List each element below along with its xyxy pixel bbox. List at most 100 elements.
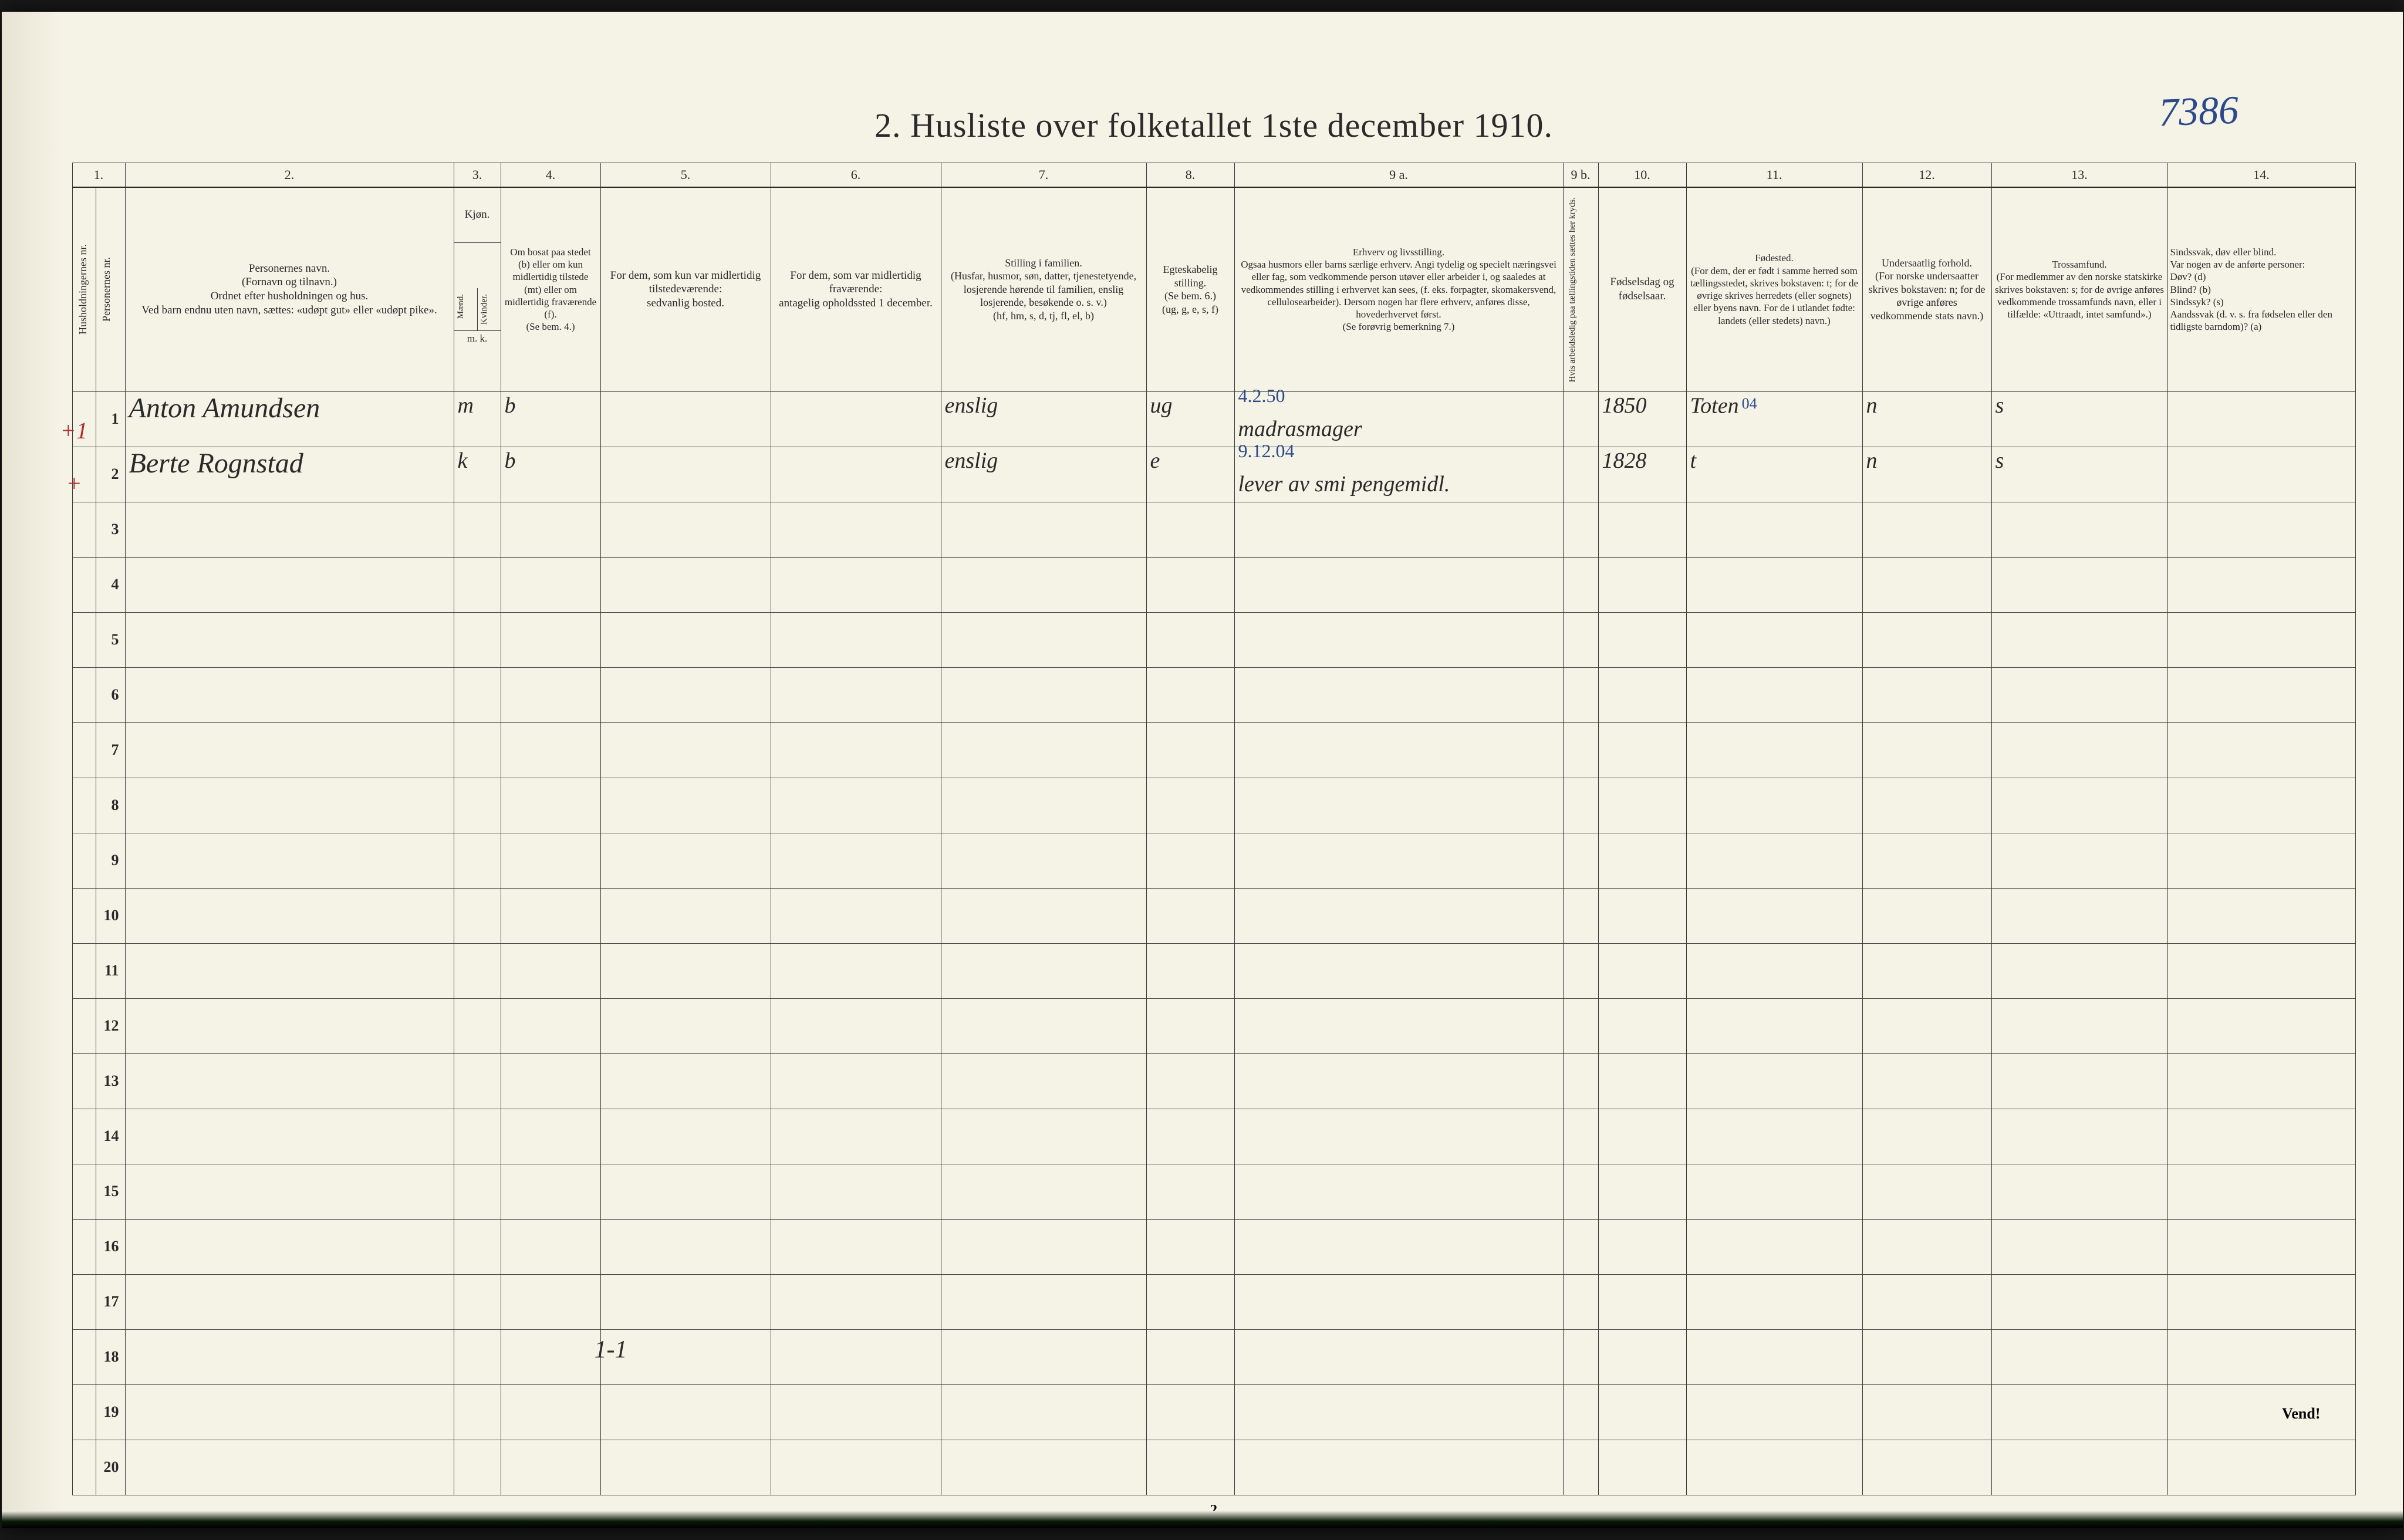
hdr-unemployed: Hvis arbeidsledig paa tællingstiden sætt… — [1566, 191, 1579, 388]
table-row: 1Anton Amundsenmbensligug4.2.50madrasmag… — [72, 391, 2355, 447]
hdr-mk: m. k. — [454, 330, 501, 346]
table-cell: 19 — [96, 1384, 125, 1440]
table-cell — [125, 1440, 454, 1495]
table-cell — [600, 888, 771, 943]
table-cell — [1991, 943, 2167, 998]
table-cell — [1862, 1109, 1991, 1164]
table-cell — [1563, 722, 1598, 778]
table-cell: 7 — [96, 722, 125, 778]
table-row: 11 — [72, 943, 2355, 998]
table-cell — [1686, 612, 1862, 667]
table-cell — [600, 943, 771, 998]
table-cell — [125, 778, 454, 833]
table-cell: 3 — [96, 502, 125, 557]
table-cell — [1686, 557, 1862, 612]
table-cell — [72, 612, 96, 667]
table-cell — [941, 502, 1146, 557]
table-cell: enslig — [941, 391, 1146, 447]
colnum-13: 13. — [1991, 163, 2167, 187]
table-cell — [1146, 1384, 1234, 1440]
table-cell: 1 — [96, 391, 125, 447]
table-cell — [125, 1274, 454, 1329]
table-cell — [1862, 943, 1991, 998]
table-cell — [454, 778, 501, 833]
colnum-5: 5. — [600, 163, 771, 187]
table-cell — [2167, 1274, 2355, 1329]
table-cell — [1146, 1109, 1234, 1164]
header-row: Husholdningernes nr. Personernes nr. Per… — [72, 187, 2355, 243]
table-cell — [941, 888, 1146, 943]
hdr-birthplace: Fødested. (For dem, der er født i samme … — [1686, 187, 1862, 392]
table-cell — [1862, 833, 1991, 888]
table-cell: 1850 — [1598, 391, 1686, 447]
table-cell — [1598, 722, 1686, 778]
table-cell: 5 — [96, 612, 125, 667]
table-cell — [1598, 833, 1686, 888]
table-cell — [501, 502, 600, 557]
table-cell — [1862, 888, 1991, 943]
table-cell: 8 — [96, 778, 125, 833]
table-cell: 6 — [96, 667, 125, 722]
table-cell — [1234, 667, 1563, 722]
table-cell — [1686, 1274, 1862, 1329]
table-cell: b — [501, 447, 600, 502]
table-cell — [600, 447, 771, 502]
table-cell — [771, 1109, 941, 1164]
table-cell — [1686, 778, 1862, 833]
vend-text: Vend! — [2282, 1405, 2321, 1423]
colnum-6: 6. — [771, 163, 941, 187]
table-cell — [771, 557, 941, 612]
table-cell — [771, 1384, 941, 1440]
table-cell — [1862, 667, 1991, 722]
table-cell: b — [501, 391, 600, 447]
table-cell — [125, 1384, 454, 1440]
table-cell — [1991, 557, 2167, 612]
table-cell — [2167, 1164, 2355, 1219]
hdr-nationality: Undersaatlig forhold. (For norske unders… — [1862, 187, 1991, 392]
table-cell — [600, 391, 771, 447]
table-cell — [1146, 1053, 1234, 1109]
table-row: 16 — [72, 1219, 2355, 1274]
table-cell — [454, 1109, 501, 1164]
table-row: 15 — [72, 1164, 2355, 1219]
table-row: 12 — [72, 998, 2355, 1053]
table-cell — [72, 1053, 96, 1109]
document-page: 7 3 8 6 2. Husliste over folketallet 1ste d… — [2, 12, 2403, 1528]
table-cell — [2167, 1440, 2355, 1495]
table-cell — [125, 612, 454, 667]
table-cell: 13 — [96, 1053, 125, 1109]
table-cell — [72, 667, 96, 722]
page-title: 2. Husliste over folketallet 1ste decemb… — [72, 106, 2356, 145]
table-cell — [1686, 1219, 1862, 1274]
table-cell — [600, 833, 771, 888]
table-cell — [1991, 1440, 2167, 1495]
table-cell — [1991, 833, 2167, 888]
table-cell — [501, 1274, 600, 1329]
table-cell — [941, 943, 1146, 998]
table-cell — [1563, 833, 1598, 888]
table-cell — [600, 998, 771, 1053]
table-cell — [2167, 667, 2355, 722]
table-cell: e — [1146, 447, 1234, 502]
table-cell — [1991, 1274, 2167, 1329]
hdr-birth-date: Fødselsdag og fødselsaar. — [1598, 187, 1686, 392]
table-cell — [1234, 833, 1563, 888]
table-cell — [1234, 1053, 1563, 1109]
table-cell — [1686, 1053, 1862, 1109]
table-cell — [2167, 833, 2355, 888]
table-cell — [1686, 833, 1862, 888]
table-cell — [501, 557, 600, 612]
table-cell — [454, 502, 501, 557]
table-cell — [1234, 612, 1563, 667]
table-cell — [1991, 1384, 2167, 1440]
table-cell: 14 — [96, 1109, 125, 1164]
table-cell — [1146, 888, 1234, 943]
page-number: 2 — [72, 1502, 2356, 1518]
table-cell — [2167, 1219, 2355, 1274]
table-cell: 15 — [96, 1164, 125, 1219]
table-cell — [2167, 447, 2355, 502]
table-cell — [1686, 502, 1862, 557]
table-cell — [941, 1274, 1146, 1329]
table-cell — [1598, 667, 1686, 722]
table-cell — [1563, 1219, 1598, 1274]
